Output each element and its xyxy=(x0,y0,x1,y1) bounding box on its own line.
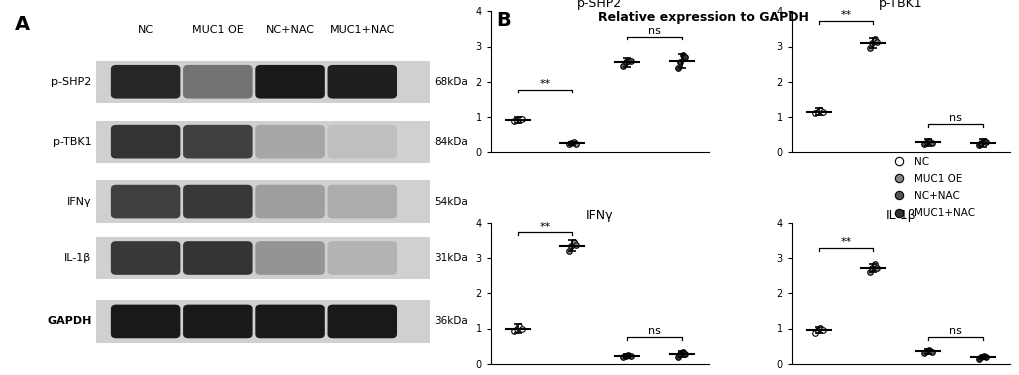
FancyBboxPatch shape xyxy=(111,304,180,338)
Text: 31kDa: 31kDa xyxy=(434,253,468,263)
FancyBboxPatch shape xyxy=(255,185,324,218)
Text: ns: ns xyxy=(647,26,660,36)
Text: GAPDH: GAPDH xyxy=(47,316,92,327)
FancyBboxPatch shape xyxy=(327,241,396,275)
Text: 68kDa: 68kDa xyxy=(434,77,468,87)
Title: IFNγ: IFNγ xyxy=(585,209,613,222)
Text: ns: ns xyxy=(647,326,660,336)
FancyBboxPatch shape xyxy=(111,125,180,159)
FancyBboxPatch shape xyxy=(182,304,253,338)
Text: **: ** xyxy=(539,79,550,89)
Text: ns: ns xyxy=(948,113,961,123)
FancyBboxPatch shape xyxy=(327,185,396,218)
FancyBboxPatch shape xyxy=(255,65,324,99)
Text: **: ** xyxy=(840,10,851,20)
Text: **: ** xyxy=(539,222,550,232)
Text: ns: ns xyxy=(948,326,961,336)
Text: p-SHP2: p-SHP2 xyxy=(51,77,92,87)
Text: NC+NAC: NC+NAC xyxy=(265,26,314,35)
Title: IL-1β: IL-1β xyxy=(884,209,915,222)
FancyBboxPatch shape xyxy=(327,304,396,338)
FancyBboxPatch shape xyxy=(255,304,324,338)
Text: A: A xyxy=(14,15,30,34)
FancyBboxPatch shape xyxy=(182,185,253,218)
FancyBboxPatch shape xyxy=(96,61,430,103)
Text: p-TBK1: p-TBK1 xyxy=(53,136,92,147)
FancyBboxPatch shape xyxy=(182,241,253,275)
FancyBboxPatch shape xyxy=(96,120,430,163)
Title: p-TBK1: p-TBK1 xyxy=(878,0,921,10)
FancyBboxPatch shape xyxy=(255,241,324,275)
Text: **: ** xyxy=(840,237,851,248)
Text: IL-1β: IL-1β xyxy=(64,253,92,263)
FancyBboxPatch shape xyxy=(111,185,180,218)
FancyBboxPatch shape xyxy=(327,65,396,99)
Text: Relative expression to GAPDH: Relative expression to GAPDH xyxy=(598,11,808,24)
Text: 84kDa: 84kDa xyxy=(434,136,468,147)
FancyBboxPatch shape xyxy=(182,125,253,159)
FancyBboxPatch shape xyxy=(327,125,396,159)
FancyBboxPatch shape xyxy=(182,65,253,99)
Text: MUC1+NAC: MUC1+NAC xyxy=(329,26,394,35)
Text: 54kDa: 54kDa xyxy=(434,196,468,207)
Text: MUC1 OE: MUC1 OE xyxy=(192,26,244,35)
FancyBboxPatch shape xyxy=(96,237,430,279)
FancyBboxPatch shape xyxy=(111,65,180,99)
Title: p-SHP2: p-SHP2 xyxy=(577,0,622,10)
Legend: NC, MUC1 OE, NC+NAC, MUC1+NAC: NC, MUC1 OE, NC+NAC, MUC1+NAC xyxy=(883,152,978,223)
Text: 36kDa: 36kDa xyxy=(434,316,468,327)
Text: B: B xyxy=(496,11,511,30)
FancyBboxPatch shape xyxy=(111,241,180,275)
FancyBboxPatch shape xyxy=(96,180,430,223)
FancyBboxPatch shape xyxy=(255,125,324,159)
FancyBboxPatch shape xyxy=(96,300,430,343)
Text: NC: NC xyxy=(138,26,154,35)
Text: IFNγ: IFNγ xyxy=(67,196,92,207)
